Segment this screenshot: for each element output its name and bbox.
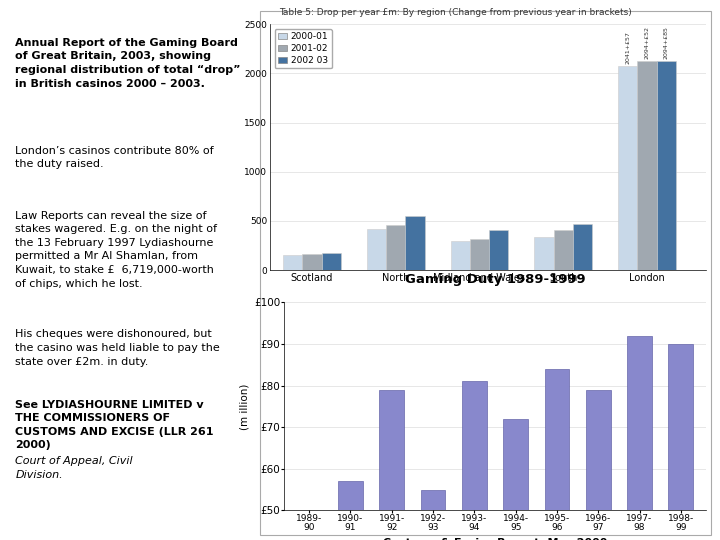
Bar bbox=[469, 239, 489, 270]
Bar bbox=[657, 60, 676, 270]
Bar bbox=[462, 381, 487, 510]
Bar bbox=[586, 390, 611, 510]
Text: Table 5: Drop per year £m: By region (Change from previous year in brackets): Table 5: Drop per year £m: By region (Ch… bbox=[279, 8, 631, 17]
Text: Law Reports can reveal the size of
stakes wagered. E.g. on the night of
the 13 F: Law Reports can reveal the size of stake… bbox=[15, 211, 217, 288]
Bar bbox=[302, 254, 322, 270]
Bar bbox=[573, 224, 592, 270]
Bar bbox=[405, 216, 425, 270]
Text: His cheques were dishonoured, but
the casino was held liable to pay the
state ov: His cheques were dishonoured, but the ca… bbox=[15, 329, 220, 367]
Bar bbox=[534, 237, 554, 270]
FancyBboxPatch shape bbox=[260, 11, 711, 535]
Bar bbox=[618, 65, 637, 270]
Text: Annual Report of the Gaming Board
of Great Britain, 2003, showing
regional distr: Annual Report of the Gaming Board of Gre… bbox=[15, 38, 240, 89]
Bar bbox=[379, 390, 404, 510]
Text: 2094+£85: 2094+£85 bbox=[664, 26, 669, 59]
Bar bbox=[338, 481, 363, 510]
Text: Gaming Duty 1989-1999: Gaming Duty 1989-1999 bbox=[405, 273, 585, 286]
Bar bbox=[554, 230, 573, 270]
Bar bbox=[637, 60, 657, 270]
Bar bbox=[386, 225, 405, 270]
Text: See LYDIASHOURNE LIMITED v
THE COMMISSIONERS OF
CUSTOMS AND EXCISE (LLR 261
2000: See LYDIASHOURNE LIMITED v THE COMMISSIO… bbox=[15, 400, 214, 450]
Bar bbox=[489, 230, 508, 270]
X-axis label: Customs & Excise Report, May 2000: Customs & Excise Report, May 2000 bbox=[383, 538, 607, 540]
Bar bbox=[420, 489, 446, 510]
Text: Court of Appeal, Civil
Division.: Court of Appeal, Civil Division. bbox=[15, 456, 133, 480]
Bar bbox=[503, 419, 528, 510]
Bar bbox=[451, 241, 469, 270]
Bar bbox=[366, 229, 386, 270]
Text: 2041+£57: 2041+£57 bbox=[625, 31, 630, 64]
Bar bbox=[322, 253, 341, 270]
Bar bbox=[544, 369, 570, 510]
Y-axis label: (m illion): (m illion) bbox=[240, 383, 250, 429]
Legend: 2000-01, 2001-02, 2002 03: 2000-01, 2001-02, 2002 03 bbox=[274, 29, 332, 69]
Bar bbox=[668, 344, 693, 510]
Bar bbox=[283, 255, 302, 270]
Bar bbox=[627, 336, 652, 510]
Text: 2094+£52: 2094+£52 bbox=[644, 26, 649, 59]
Text: London’s casinos contribute 80% of
the duty raised.: London’s casinos contribute 80% of the d… bbox=[15, 146, 214, 170]
